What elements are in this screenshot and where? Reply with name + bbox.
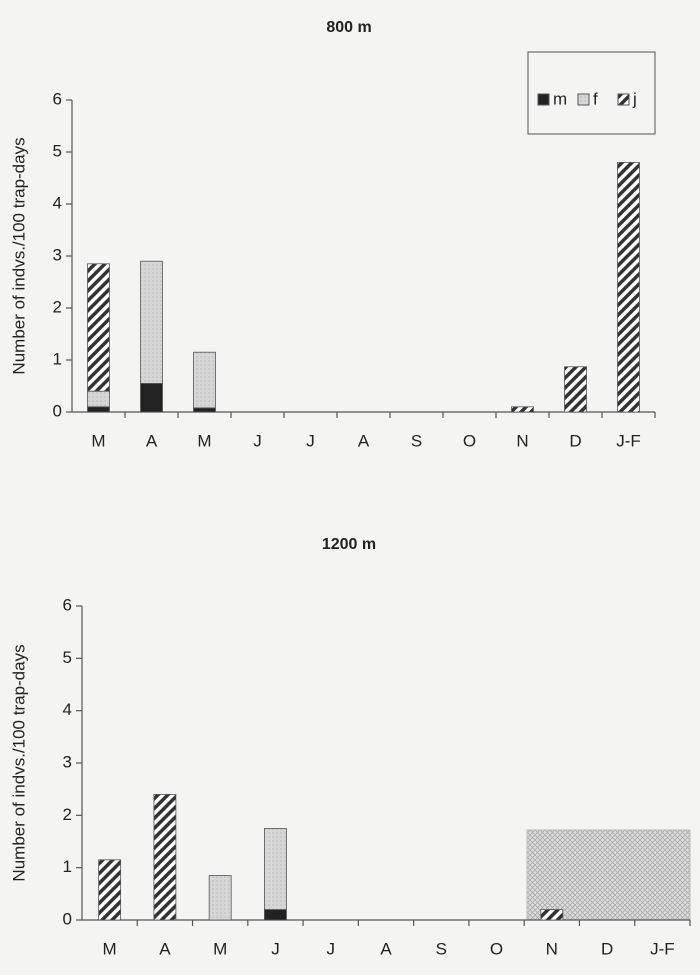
x-tick-label: A	[358, 431, 370, 450]
bar-segment	[264, 909, 287, 921]
bar-segment	[87, 390, 110, 408]
bar-segment	[140, 260, 163, 384]
x-tick-label: M	[91, 431, 105, 450]
bar-segment	[193, 407, 216, 413]
legend-label: j	[632, 89, 637, 108]
shaded-region	[526, 829, 691, 921]
legend-label: m	[553, 89, 567, 108]
bar-segment	[87, 263, 110, 392]
y-tick-label: 6	[63, 595, 72, 614]
x-tick-label: J	[306, 431, 315, 450]
bar-segment	[564, 366, 587, 413]
legend-swatch	[577, 93, 590, 106]
bar-segment	[617, 161, 640, 413]
chart-title: 1200 m	[322, 536, 376, 553]
x-tick-label: M	[213, 939, 227, 958]
x-tick-label: M	[197, 431, 211, 450]
bar-segment	[153, 794, 177, 921]
bar-segment	[87, 406, 110, 413]
x-tick-label: J	[326, 939, 335, 958]
y-tick-label: 5	[53, 141, 62, 160]
y-axis-label: Number of indvs./100 trap-days	[9, 644, 28, 881]
x-tick-label: N	[516, 431, 528, 450]
y-tick-label: 3	[63, 752, 72, 771]
bar-segment	[511, 406, 534, 413]
bar-segment	[98, 859, 122, 921]
legend-box	[527, 51, 656, 135]
y-tick-label: 2	[53, 297, 62, 316]
bar-segment	[540, 909, 564, 921]
y-tick-label: 1	[53, 349, 62, 368]
y-tick-label: 4	[53, 193, 62, 212]
x-tick-label: J-F	[616, 431, 641, 450]
x-tick-label: O	[463, 431, 476, 450]
y-axis-label: Number of indvs./100 trap-days	[9, 137, 28, 374]
y-tick-label: 2	[63, 805, 72, 824]
bar-segment	[208, 875, 232, 921]
bar-segment	[264, 828, 287, 910]
x-tick-label: A	[380, 939, 392, 958]
y-tick-label: 3	[53, 245, 62, 264]
x-tick-label: M	[103, 939, 117, 958]
x-tick-label: N	[546, 939, 558, 958]
x-tick-label: O	[490, 939, 503, 958]
x-tick-label: S	[411, 431, 422, 450]
y-tick-label: 4	[63, 700, 72, 719]
bar-segment	[193, 351, 216, 409]
x-tick-label: J	[271, 939, 280, 958]
y-tick-label: 5	[63, 648, 72, 667]
legend-swatch	[537, 93, 550, 106]
x-tick-label: S	[436, 939, 447, 958]
x-tick-label: D	[601, 939, 613, 958]
y-tick-label: 6	[53, 89, 62, 108]
x-tick-label: J	[253, 431, 262, 450]
legend-swatch	[617, 93, 630, 106]
x-tick-label: D	[569, 431, 581, 450]
y-tick-label: 0	[63, 909, 72, 928]
y-tick-label: 0	[53, 401, 62, 420]
x-tick-label: A	[159, 939, 171, 958]
x-tick-label: A	[146, 431, 158, 450]
bar-segment	[140, 382, 163, 413]
y-tick-label: 1	[63, 857, 72, 876]
x-tick-label: J-F	[650, 939, 675, 958]
legend-label: f	[593, 89, 598, 108]
chart-title: 800 m	[326, 19, 371, 36]
